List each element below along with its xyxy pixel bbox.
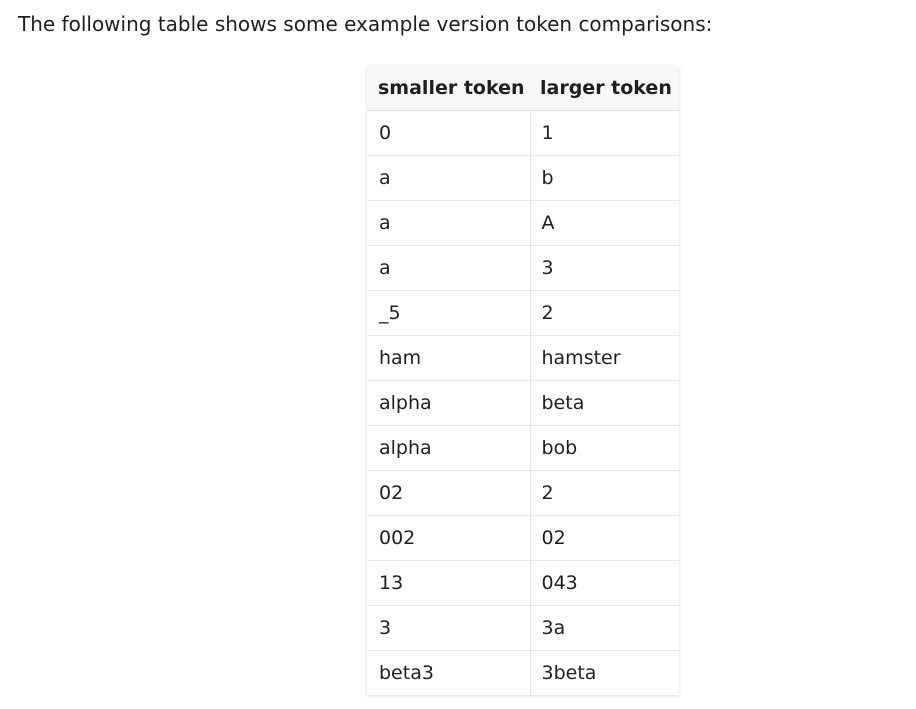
cell-smaller-token: 0: [367, 110, 530, 156]
cell-smaller-token: 002: [367, 515, 530, 561]
table-row: 13 043: [367, 560, 679, 606]
cell-smaller-token: alpha: [367, 425, 530, 471]
table-row: a b: [367, 155, 679, 201]
cell-smaller-token: a: [367, 200, 530, 246]
table-row: 002 02: [367, 515, 679, 561]
cell-smaller-token: 02: [367, 470, 530, 516]
table-row: _5 2: [367, 290, 679, 336]
table-row: a 3: [367, 245, 679, 291]
cell-larger-token: A: [529, 200, 679, 246]
cell-larger-token: 2: [529, 470, 679, 516]
comparison-table: smaller token larger token 0 1 a b a A a…: [367, 65, 679, 695]
cell-smaller-token: a: [367, 155, 530, 201]
cell-smaller-token: 3: [367, 605, 530, 651]
cell-smaller-token: 13: [367, 560, 530, 606]
cell-larger-token: bob: [529, 425, 679, 471]
intro-paragraph: The following table shows some example v…: [18, 12, 713, 36]
table-row: 02 2: [367, 470, 679, 516]
cell-smaller-token: _5: [367, 290, 530, 336]
table-row: 3 3a: [367, 605, 679, 651]
table-row: 0 1: [367, 110, 679, 156]
header-larger-token: larger token: [530, 65, 679, 111]
cell-larger-token: 3a: [529, 605, 679, 651]
cell-larger-token: 3: [529, 245, 679, 291]
cell-smaller-token: beta3: [379, 662, 434, 684]
cell-larger-token: 043: [529, 560, 679, 606]
cell-larger-token: beta: [529, 380, 679, 426]
comparison-table-container: smaller token larger token 0 1 a b a A a…: [367, 65, 679, 695]
cell-larger-token: 1: [529, 110, 679, 156]
cell-smaller-token: alpha: [367, 380, 530, 426]
table-row: alpha beta: [367, 380, 679, 426]
cell-larger-token: hamster: [529, 335, 679, 381]
cell-larger-token: 02: [529, 515, 679, 561]
cell-smaller-token: a: [367, 245, 530, 291]
table-header-row: smaller token larger token: [367, 65, 679, 111]
cell-larger-token: 2: [529, 290, 679, 336]
cell-larger-token: 3beta: [529, 650, 679, 695]
table-row: beta3 3beta: [367, 650, 679, 695]
table-row: a A: [367, 200, 679, 246]
header-smaller-token: smaller token: [367, 65, 530, 111]
cell-smaller-token: ham: [367, 335, 530, 381]
table-row: alpha bob: [367, 425, 679, 471]
table-row: ham hamster: [367, 335, 679, 381]
cell-larger-token: b: [529, 155, 679, 201]
